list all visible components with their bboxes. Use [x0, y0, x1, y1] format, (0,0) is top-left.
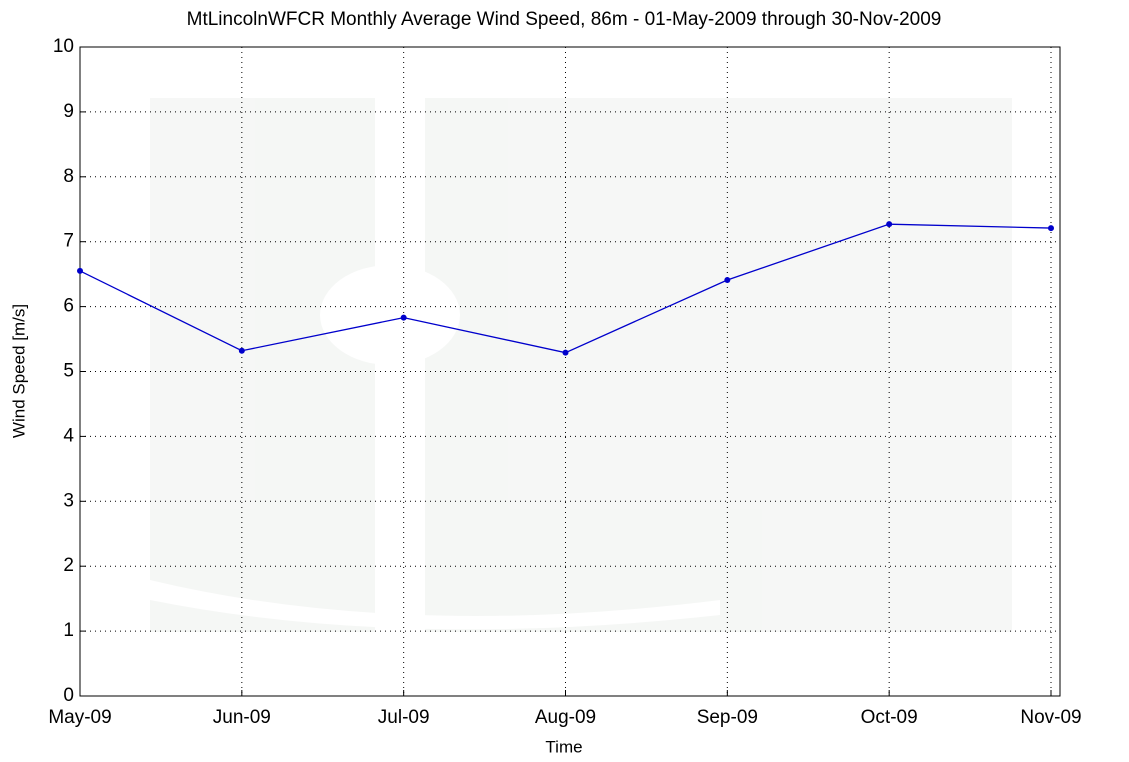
point [724, 277, 730, 283]
x-tick-label: Sep-09 [697, 707, 758, 728]
point [77, 268, 83, 274]
x-axis-label: Time [545, 737, 582, 756]
y-tick-label: 9 [63, 101, 74, 122]
y-tick-label: 6 [63, 296, 74, 317]
point [239, 348, 245, 354]
y-tick-label: 0 [63, 685, 74, 706]
y-axis-label: Wind Speed [m/s] [9, 304, 28, 438]
y-tick-label: 2 [63, 555, 74, 576]
point [1048, 225, 1054, 231]
x-tick-label: Oct-09 [861, 707, 918, 728]
y-tick-label: 7 [63, 231, 74, 252]
y-tick-label: 3 [63, 490, 74, 511]
chart-title: MtLincolnWFCR Monthly Average Wind Speed… [187, 9, 942, 30]
y-tick-label: 8 [63, 166, 74, 187]
point [886, 221, 892, 227]
point [563, 350, 569, 356]
y-tick-label: 1 [63, 620, 74, 641]
y-tick-label: 4 [63, 425, 74, 446]
y-tick-label: 10 [53, 36, 74, 57]
x-tick-label: Nov-09 [1020, 707, 1081, 728]
x-tick-label: Aug-09 [535, 707, 596, 728]
x-tick-label: Jun-09 [213, 707, 271, 728]
y-tick-label: 5 [63, 361, 74, 382]
point [401, 315, 407, 321]
x-tick-label: May-09 [48, 707, 111, 728]
watermark [150, 98, 1012, 632]
chart: MtLincolnWFCR Monthly Average Wind Speed… [0, 0, 1129, 762]
x-tick-label: Jul-09 [378, 707, 430, 728]
